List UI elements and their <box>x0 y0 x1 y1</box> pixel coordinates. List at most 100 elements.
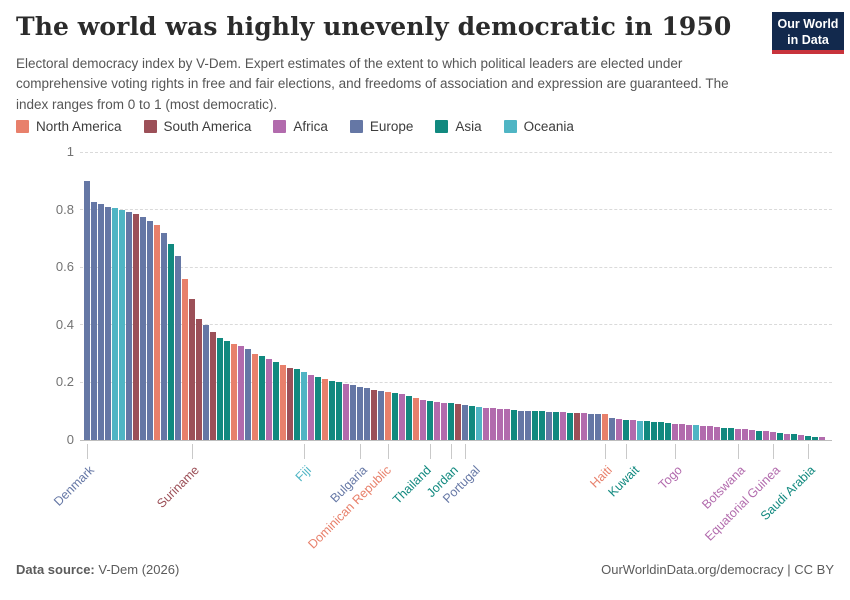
chart-bar[interactable] <box>413 397 419 440</box>
chart-bar[interactable] <box>784 433 790 440</box>
chart-bar[interactable] <box>812 436 818 440</box>
chart-bar[interactable] <box>434 401 440 440</box>
chart-bar[interactable] <box>665 423 671 440</box>
chart-bar[interactable] <box>679 424 685 440</box>
chart-bar[interactable] <box>126 212 132 440</box>
chart-bar[interactable] <box>609 417 615 440</box>
chart-bar[interactable] <box>336 382 342 440</box>
chart-bar[interactable] <box>427 400 433 440</box>
chart-bar[interactable] <box>658 422 664 440</box>
chart-bar[interactable] <box>273 362 279 440</box>
chart-bar[interactable] <box>119 209 125 440</box>
chart-bar[interactable] <box>245 349 251 440</box>
chart-bar[interactable] <box>133 213 139 440</box>
chart-bar[interactable] <box>280 365 286 440</box>
chart-bar[interactable] <box>91 202 97 440</box>
chart-bar[interactable] <box>168 244 174 440</box>
x-axis-country-label[interactable]: Denmark <box>51 463 97 509</box>
chart-bar[interactable] <box>525 410 531 440</box>
chart-bar[interactable] <box>742 429 748 440</box>
chart-bar[interactable] <box>602 414 608 440</box>
x-axis-country-label[interactable]: Togo <box>655 463 685 493</box>
chart-bar[interactable] <box>763 431 769 440</box>
chart-bar[interactable] <box>441 402 447 440</box>
owid-logo[interactable]: Our World in Data <box>772 12 844 54</box>
chart-bar[interactable] <box>518 410 524 440</box>
chart-bar[interactable] <box>672 423 678 440</box>
chart-bar[interactable] <box>511 410 517 440</box>
chart-bar[interactable] <box>532 411 538 440</box>
chart-bar[interactable] <box>756 430 762 440</box>
chart-bar[interactable] <box>588 413 594 440</box>
chart-bar[interactable] <box>329 380 335 440</box>
chart-bar[interactable] <box>378 390 384 440</box>
chart-bar[interactable] <box>224 340 230 440</box>
chart-bar[interactable] <box>105 206 111 440</box>
chart-bar[interactable] <box>315 376 321 440</box>
legend-item-af[interactable]: Africa <box>273 119 328 134</box>
chart-bar[interactable] <box>294 369 300 440</box>
chart-bar[interactable] <box>371 389 377 440</box>
chart-bar[interactable] <box>343 383 349 440</box>
chart-bar[interactable] <box>721 427 727 440</box>
chart-bar[interactable] <box>287 368 293 440</box>
chart-bar[interactable] <box>805 435 811 440</box>
chart-bar[interactable] <box>161 232 167 440</box>
chart-bar[interactable] <box>217 337 223 440</box>
chart-bar[interactable] <box>686 424 692 440</box>
chart-bar[interactable] <box>259 356 265 440</box>
chart-bar[interactable] <box>574 412 580 440</box>
legend-item-eu[interactable]: Europe <box>349 119 413 134</box>
chart-bar[interactable] <box>651 421 657 440</box>
chart-bar[interactable] <box>147 221 153 440</box>
chart-bar[interactable] <box>399 394 405 440</box>
chart-bar[interactable] <box>644 421 650 440</box>
chart-bar[interactable] <box>406 396 412 440</box>
chart-bar[interactable] <box>735 428 741 440</box>
chart-bar[interactable] <box>357 386 363 440</box>
chart-bar[interactable] <box>448 403 454 440</box>
footer-license-link[interactable]: OurWorldinData.org/democracy | CC BY <box>601 562 834 577</box>
legend-item-oc[interactable]: Oceania <box>503 119 574 134</box>
chart-bar[interactable] <box>819 437 825 440</box>
chart-bar[interactable] <box>728 428 734 440</box>
chart-bar[interactable] <box>112 208 118 440</box>
chart-bar[interactable] <box>504 409 510 440</box>
chart-bar[interactable] <box>749 429 755 440</box>
chart-bar[interactable] <box>630 420 636 440</box>
chart-bar[interactable] <box>560 412 566 440</box>
chart-bar[interactable] <box>455 404 461 440</box>
chart-bar[interactable] <box>196 319 202 440</box>
x-axis-country-label[interactable]: Fiji <box>292 463 314 485</box>
chart-bar[interactable] <box>98 203 104 440</box>
chart-bar[interactable] <box>364 388 370 440</box>
chart-bar[interactable] <box>210 332 216 440</box>
chart-bar[interactable] <box>490 408 496 440</box>
chart-bar[interactable] <box>322 378 328 440</box>
chart-bar[interactable] <box>637 420 643 440</box>
legend-item-as[interactable]: Asia <box>435 119 482 134</box>
chart-bar[interactable] <box>770 431 776 440</box>
chart-bar[interactable] <box>154 225 160 440</box>
chart-bar[interactable] <box>266 359 272 440</box>
legend-item-na[interactable]: North America <box>16 119 122 134</box>
chart-bar[interactable] <box>84 180 90 440</box>
chart-bar[interactable] <box>623 419 629 440</box>
chart-bar[interactable] <box>497 408 503 440</box>
chart-bar[interactable] <box>420 399 426 440</box>
chart-bar[interactable] <box>140 216 146 440</box>
chart-bar[interactable] <box>392 393 398 440</box>
chart-bar[interactable] <box>385 391 391 440</box>
chart-bar[interactable] <box>252 353 258 440</box>
chart-bar[interactable] <box>182 278 188 440</box>
chart-bar[interactable] <box>595 413 601 440</box>
chart-bar[interactable] <box>308 375 314 440</box>
chart-bar[interactable] <box>469 406 475 440</box>
chart-bar[interactable] <box>231 343 237 440</box>
chart-bar[interactable] <box>350 385 356 440</box>
chart-bar[interactable] <box>462 405 468 440</box>
chart-bar[interactable] <box>301 372 307 440</box>
chart-bar[interactable] <box>203 324 209 440</box>
chart-bar[interactable] <box>791 434 797 440</box>
chart-bar[interactable] <box>777 432 783 440</box>
